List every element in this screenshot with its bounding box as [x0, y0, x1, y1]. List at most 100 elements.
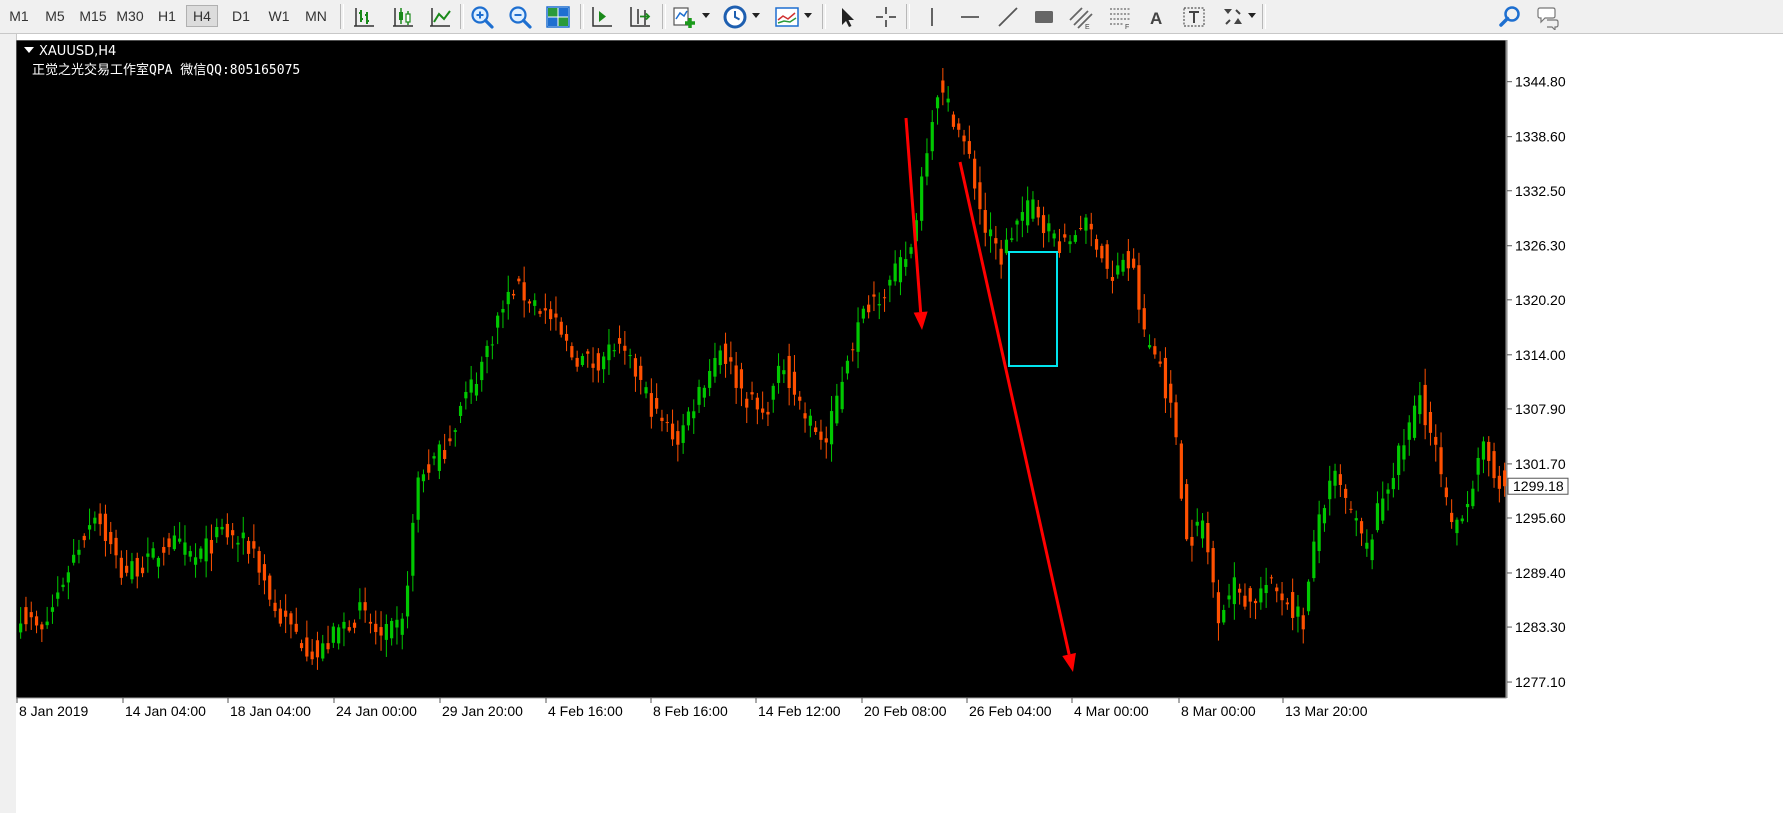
candle-body	[480, 361, 484, 381]
templates-dropdown-icon[interactable]	[804, 13, 812, 18]
long-red-arrow[interactable]	[958, 161, 1076, 672]
candle-body	[999, 248, 1003, 265]
candle-body	[766, 411, 770, 415]
candle	[1296, 594, 1300, 633]
candle	[358, 588, 362, 620]
candle	[411, 514, 415, 592]
crosshair-icon[interactable]	[873, 4, 899, 30]
candle-body	[29, 612, 33, 618]
bar-chart-icon[interactable]	[351, 4, 377, 30]
candle-body	[1450, 512, 1454, 523]
candle-body	[1397, 445, 1401, 475]
candle-body	[1428, 411, 1433, 433]
candle-body	[686, 411, 691, 426]
zoom-out-icon[interactable]	[507, 4, 533, 30]
indicators-dropdown-icon[interactable]	[702, 13, 710, 18]
candle-body	[808, 415, 812, 426]
candle	[453, 428, 457, 447]
search-icon[interactable]	[1497, 4, 1523, 30]
candle-body	[305, 637, 309, 657]
text-label-icon[interactable]	[1181, 4, 1207, 30]
candle	[1179, 440, 1183, 501]
auto-scroll-icon[interactable]	[589, 4, 615, 30]
timeframe-d1-button[interactable]: D1	[232, 8, 250, 24]
arrows-tool-icon[interactable]	[1220, 4, 1246, 30]
timeframe-m30-button[interactable]: M30	[116, 8, 144, 24]
candle	[506, 275, 510, 320]
candle	[718, 345, 722, 374]
rectangle-tool-icon[interactable]	[1031, 4, 1057, 30]
chart-shift-icon[interactable]	[627, 4, 653, 30]
candle-body	[1105, 244, 1109, 269]
candle	[1264, 567, 1268, 608]
candle	[803, 402, 807, 433]
candle-body	[209, 539, 214, 554]
candle-body	[241, 532, 245, 539]
cursor-arrow-icon[interactable]	[834, 4, 860, 30]
indicators-icon[interactable]	[671, 4, 697, 30]
candle	[1126, 239, 1130, 281]
candle-body	[1195, 521, 1199, 526]
candle	[464, 381, 468, 410]
candle	[776, 353, 781, 394]
candle	[644, 381, 648, 399]
chart-menu-caret-icon[interactable]	[24, 47, 34, 53]
trend-line-icon[interactable]	[995, 4, 1021, 30]
line-chart-icon[interactable]	[427, 4, 453, 30]
candle	[1238, 583, 1242, 605]
candle	[162, 537, 166, 566]
candle-body	[1370, 539, 1374, 561]
candle-body	[1359, 521, 1364, 534]
candle-body	[1296, 606, 1300, 617]
candle	[1174, 394, 1178, 445]
equidistant-channel-icon[interactable]: E	[1068, 4, 1094, 30]
candle	[1052, 229, 1056, 247]
timeframe-h1-button[interactable]: H1	[158, 8, 176, 24]
timeframe-m15-button[interactable]: M15	[79, 8, 107, 24]
periods-dropdown-icon[interactable]	[752, 13, 760, 18]
price-chart[interactable]: 1344.80 1338.60 1332.50 1326.30 1320.20 1314.…	[16, 40, 1783, 813]
fibonacci-retracement-icon[interactable]: F	[1107, 4, 1133, 30]
candle	[851, 342, 855, 362]
periods-clock-icon[interactable]	[722, 4, 748, 30]
candle-body	[941, 80, 945, 93]
candle-body	[87, 525, 92, 530]
timeframe-m5-button[interactable]: M5	[45, 8, 65, 24]
timeframe-m1-button[interactable]: M1	[9, 8, 29, 24]
candle-body	[538, 311, 542, 314]
candle-body	[1200, 520, 1205, 539]
candle-body	[437, 444, 441, 471]
timeframe-h4-button[interactable]: H4	[186, 5, 218, 27]
cyan-highlight-rectangle[interactable]	[1008, 251, 1058, 367]
horizontal-line-icon[interactable]	[957, 4, 983, 30]
candle-body	[1100, 245, 1104, 259]
zoom-in-icon[interactable]	[469, 4, 495, 30]
candle	[1147, 334, 1152, 350]
candle-body	[352, 622, 357, 628]
timeframe-w1-button[interactable]: W1	[268, 8, 290, 24]
candle	[1259, 576, 1263, 610]
arrows-dropdown-icon[interactable]	[1248, 13, 1256, 18]
vertical-line-icon[interactable]	[919, 4, 945, 30]
candlestick-chart-icon[interactable]	[390, 4, 416, 30]
candle	[702, 385, 706, 408]
candle-body	[660, 417, 664, 421]
candle-body	[1328, 480, 1332, 500]
candle	[713, 342, 717, 383]
chart-window[interactable]: 1344.80 1338.60 1332.50 1326.30 1320.20 1314.…	[16, 40, 1783, 813]
candle	[1094, 234, 1099, 258]
candle	[146, 537, 150, 573]
short-red-arrow[interactable]	[904, 117, 928, 330]
candle-body	[56, 592, 60, 599]
candle	[1269, 574, 1274, 584]
timeframe-mn-button[interactable]: MN	[305, 8, 327, 24]
candle	[1031, 191, 1035, 222]
candle	[1110, 260, 1115, 294]
candle-body	[904, 259, 908, 267]
tile-windows-icon[interactable]	[545, 4, 571, 30]
candle-body	[395, 619, 399, 628]
templates-icon[interactable]	[774, 4, 800, 30]
chat-bubbles-icon[interactable]	[1535, 4, 1561, 30]
text-tool-icon[interactable]: A	[1144, 4, 1170, 30]
candle-body	[337, 627, 341, 644]
